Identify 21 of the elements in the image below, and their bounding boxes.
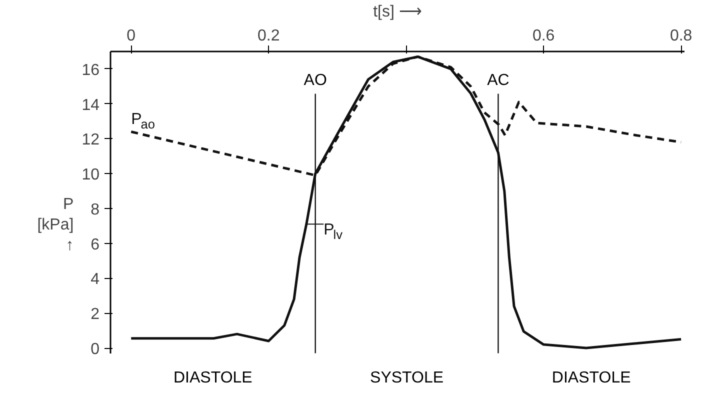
y-tick-label: 12 [82,132,100,149]
x-axis-title: t[s] ⟶ [373,4,422,20]
y-tick-label: 16 [82,62,100,79]
line-series [130,55,682,350]
y-tick-label: 4 [90,271,100,288]
x-tick-label: 0.2 [257,28,280,44]
y-axis-title: P [kPa] ↑ [37,196,74,254]
ref-line-label: AO [304,72,327,90]
y-tick-label: 2 [90,306,100,324]
y-tick-label: 10 [82,166,100,184]
text: DIASTOLE [552,370,631,387]
y-tick-label: 0 [90,341,100,358]
text: SYSTOLE [370,370,444,387]
x-tick-label: 0.8 [670,28,692,44]
y-tick-label: 14 [82,96,100,114]
y-tick-label: 6 [90,236,100,254]
text: DIASTOLE [174,370,252,387]
y-tick-label: 8 [90,201,100,218]
x-tick-label: 0 [126,28,136,44]
x-tick-label: 0.6 [532,28,555,44]
ref-line-label: AC [487,72,510,90]
